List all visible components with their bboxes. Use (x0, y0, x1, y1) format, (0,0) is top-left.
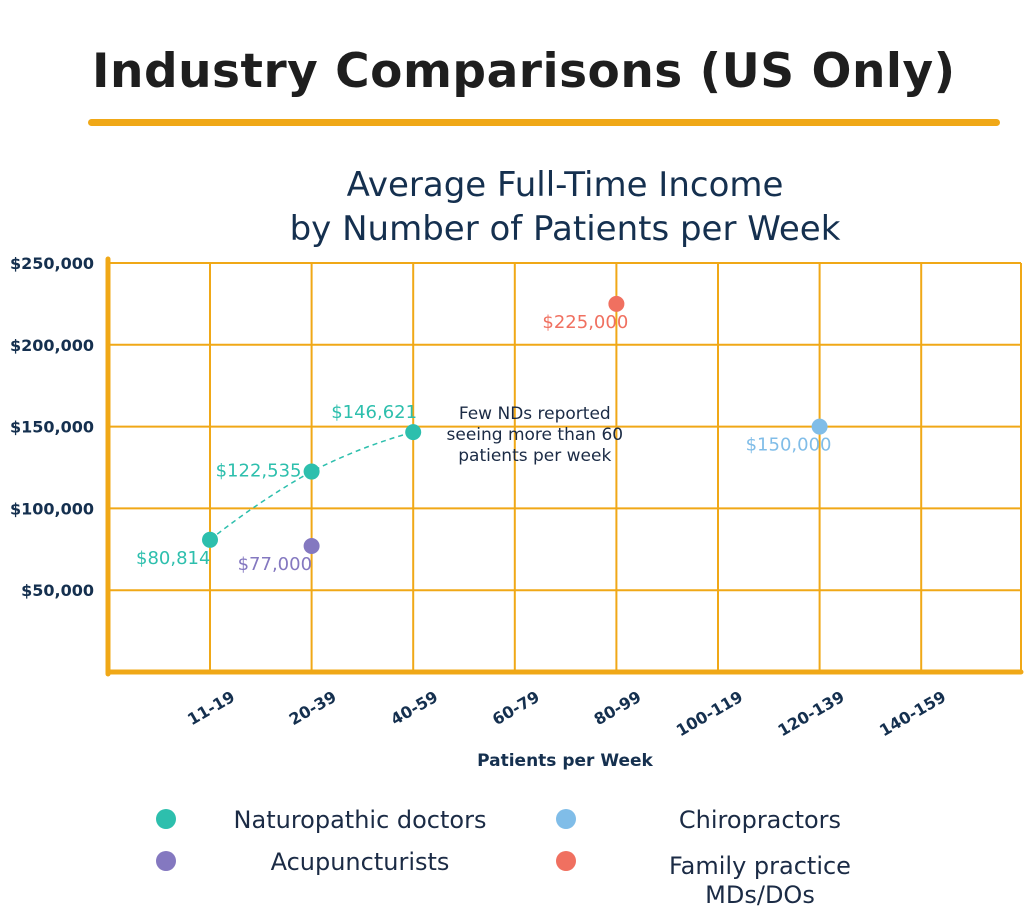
series-trend-line (209, 431, 414, 541)
chart-title-text: Average Full-Time Income by Number of Pat… (290, 165, 841, 249)
y-tick-label: $150,000 (10, 418, 94, 437)
data-point (405, 424, 422, 441)
series-lines (209, 431, 414, 541)
page-title: Industry Comparisons (US Only) (92, 44, 956, 99)
chart-title-text-line: by Number of Patients per Week (290, 209, 841, 249)
legend-marker (556, 851, 576, 871)
legend-label-line: Family practice (669, 852, 851, 880)
legend: Naturopathic doctors Acupuncturists Chirop… (156, 806, 851, 909)
data-point (608, 295, 625, 312)
y-tick-label: $250,000 (10, 254, 94, 273)
legend-label-line: Acupuncturists (271, 848, 450, 876)
x-tick-label: 120-139 (775, 687, 848, 740)
x-tick-label: 140-159 (876, 687, 949, 740)
legend-marker (156, 851, 176, 871)
data-point (202, 531, 218, 548)
legend-label: Naturopathic doctors (234, 806, 487, 834)
legend-label-line: Chiropractors (679, 806, 841, 834)
data-point (303, 463, 320, 480)
chart-axes (105, 256, 1024, 677)
data-label: $225,000 (542, 312, 628, 333)
legend-item: Chiropractors (556, 806, 841, 834)
legend-item: Family practice MDs/DOs (556, 851, 851, 909)
legend-label-line: Naturopathic doctors (234, 806, 487, 834)
chart-title-text-line: Average Full-Time Income (347, 165, 784, 205)
y-axis-ticks: $250,000 $200,000 $150,000 $100,000 $50,000 (10, 254, 94, 600)
data-label: $146,621 (331, 402, 417, 423)
data-label: $122,535 (216, 461, 302, 482)
x-axis-ticks: 11-19 20-39 40-59 60-79 80-99 100-119 120-139 1… (184, 687, 949, 740)
data-labels: $80,814 $122,535 $146,621 $77,000 $150,000 $2… (136, 312, 831, 575)
legend-item: Naturopathic doctors (156, 806, 486, 834)
legend-label: Family practice MDs/DOs (669, 852, 851, 909)
data-point (303, 538, 320, 555)
x-tick-label: 60-79 (489, 687, 543, 729)
chart-grid (108, 262, 1022, 672)
data-point (811, 418, 828, 435)
legend-marker (556, 809, 576, 829)
x-tick-label: 40-59 (387, 687, 441, 729)
data-points (202, 295, 828, 555)
x-tick-label: 100-119 (673, 687, 746, 740)
legend-label-line: MDs/DOs (705, 881, 815, 909)
title-underline (88, 119, 1000, 126)
annotations: Few NDs reported seeing more than 60 patie… (447, 404, 624, 466)
data-label: $80,814 (136, 548, 210, 569)
x-tick-label: 11-19 (184, 687, 238, 729)
x-tick-label: 80-99 (591, 687, 645, 729)
data-label: $150,000 (746, 435, 832, 456)
y-tick-label: $50,000 (21, 581, 94, 600)
x-axis-title-text: Patients per Week (477, 751, 653, 771)
data-label: $77,000 (238, 554, 312, 575)
legend-marker (156, 809, 176, 829)
x-tick-label: 20-39 (286, 687, 340, 729)
annotation-text-line: patients per week (458, 446, 611, 466)
annotation-text: Few NDs reported seeing more than 60 patie… (447, 404, 624, 466)
legend-label: Chiropractors (679, 806, 841, 834)
annotation-text-line: Few NDs reported (459, 404, 611, 424)
legend-item: Acupuncturists (156, 848, 449, 876)
chart-title: Average Full-Time Income by Number of Pat… (290, 165, 841, 249)
annotation-text-line: seeing more than 60 (447, 425, 624, 445)
y-tick-label: $100,000 (10, 499, 94, 518)
legend-label: Acupuncturists (271, 848, 450, 876)
x-axis-title: Patients per Week (477, 751, 653, 771)
y-tick-label: $200,000 (10, 336, 94, 355)
